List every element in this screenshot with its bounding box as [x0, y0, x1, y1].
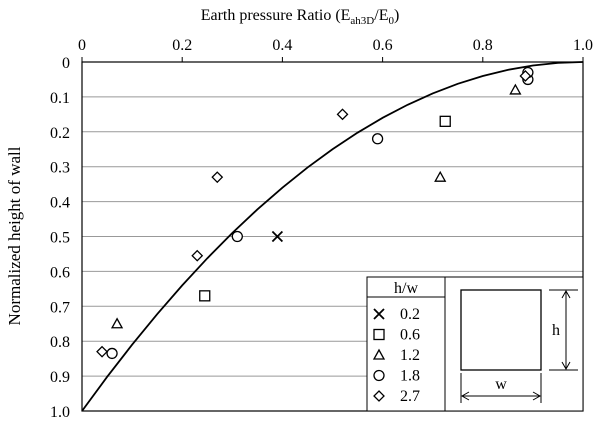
point [336, 108, 349, 121]
dim-arrow [561, 289, 571, 371]
legend-marker [373, 390, 385, 402]
point [199, 290, 211, 302]
legend-label: 0.2 [400, 306, 420, 323]
legend-title: h/w [394, 280, 418, 297]
dim-arrow [460, 391, 542, 401]
legend-marker [373, 369, 385, 382]
x-axis-label-part: Earth pressure Ratio (E [201, 7, 351, 24]
y-tick-label: 0.1 [50, 90, 70, 107]
curve [81, 61, 584, 412]
point [96, 345, 108, 358]
point [434, 170, 447, 182]
point [211, 171, 224, 184]
x-tick-label: 0.6 [373, 37, 393, 54]
y-tick-label: 0 [62, 55, 70, 72]
point [371, 133, 384, 145]
point [106, 347, 118, 360]
x-tick-label: 0.2 [172, 37, 192, 54]
y-tick-label: 0.5 [50, 230, 70, 247]
x-axis-label-part: 0 [388, 15, 394, 27]
x-tick-label: 1.0 [573, 37, 593, 54]
legend-marker [373, 308, 385, 320]
dim-label: w [495, 376, 507, 393]
legend-marker [373, 328, 385, 341]
y-tick-label: 0.4 [50, 195, 70, 212]
y-axis-label: Normalized height of wall [5, 146, 24, 325]
legend-marker [372, 348, 386, 360]
legend-label: 0.6 [400, 327, 420, 344]
legend-label: 1.2 [400, 347, 420, 364]
point [439, 115, 451, 127]
point [191, 249, 204, 262]
y-tick-label: 0.7 [50, 299, 70, 316]
y-tick-label: 0.6 [50, 264, 70, 281]
point [509, 83, 522, 95]
legend-label: 1.8 [400, 368, 420, 385]
y-tick-label: 1.0 [50, 404, 70, 421]
dim-label: h [552, 322, 560, 339]
x-axis-label-part: ) [394, 7, 399, 24]
y-tick-label: 0.3 [50, 160, 70, 177]
point [519, 70, 532, 82]
x-axis-label-part: /E [374, 7, 388, 24]
inset-wall [460, 289, 542, 371]
x-tick-label: 0.8 [473, 37, 493, 54]
y-tick-label: 0.9 [50, 369, 70, 386]
x-tick-label: 0 [78, 37, 86, 54]
y-tick-label: 0.2 [50, 125, 70, 142]
point [110, 317, 124, 329]
point [271, 230, 284, 243]
point [231, 230, 243, 243]
x-axis-label: Earth pressure Ratio (Eah3D/E0) [201, 7, 400, 27]
plot-frame [81, 61, 584, 412]
x-axis-label-part: ah3D [350, 15, 374, 27]
y-tick-label: 0.8 [50, 334, 70, 351]
x-tick-label: 0.4 [272, 37, 292, 54]
legend-label: 2.7 [400, 388, 420, 405]
